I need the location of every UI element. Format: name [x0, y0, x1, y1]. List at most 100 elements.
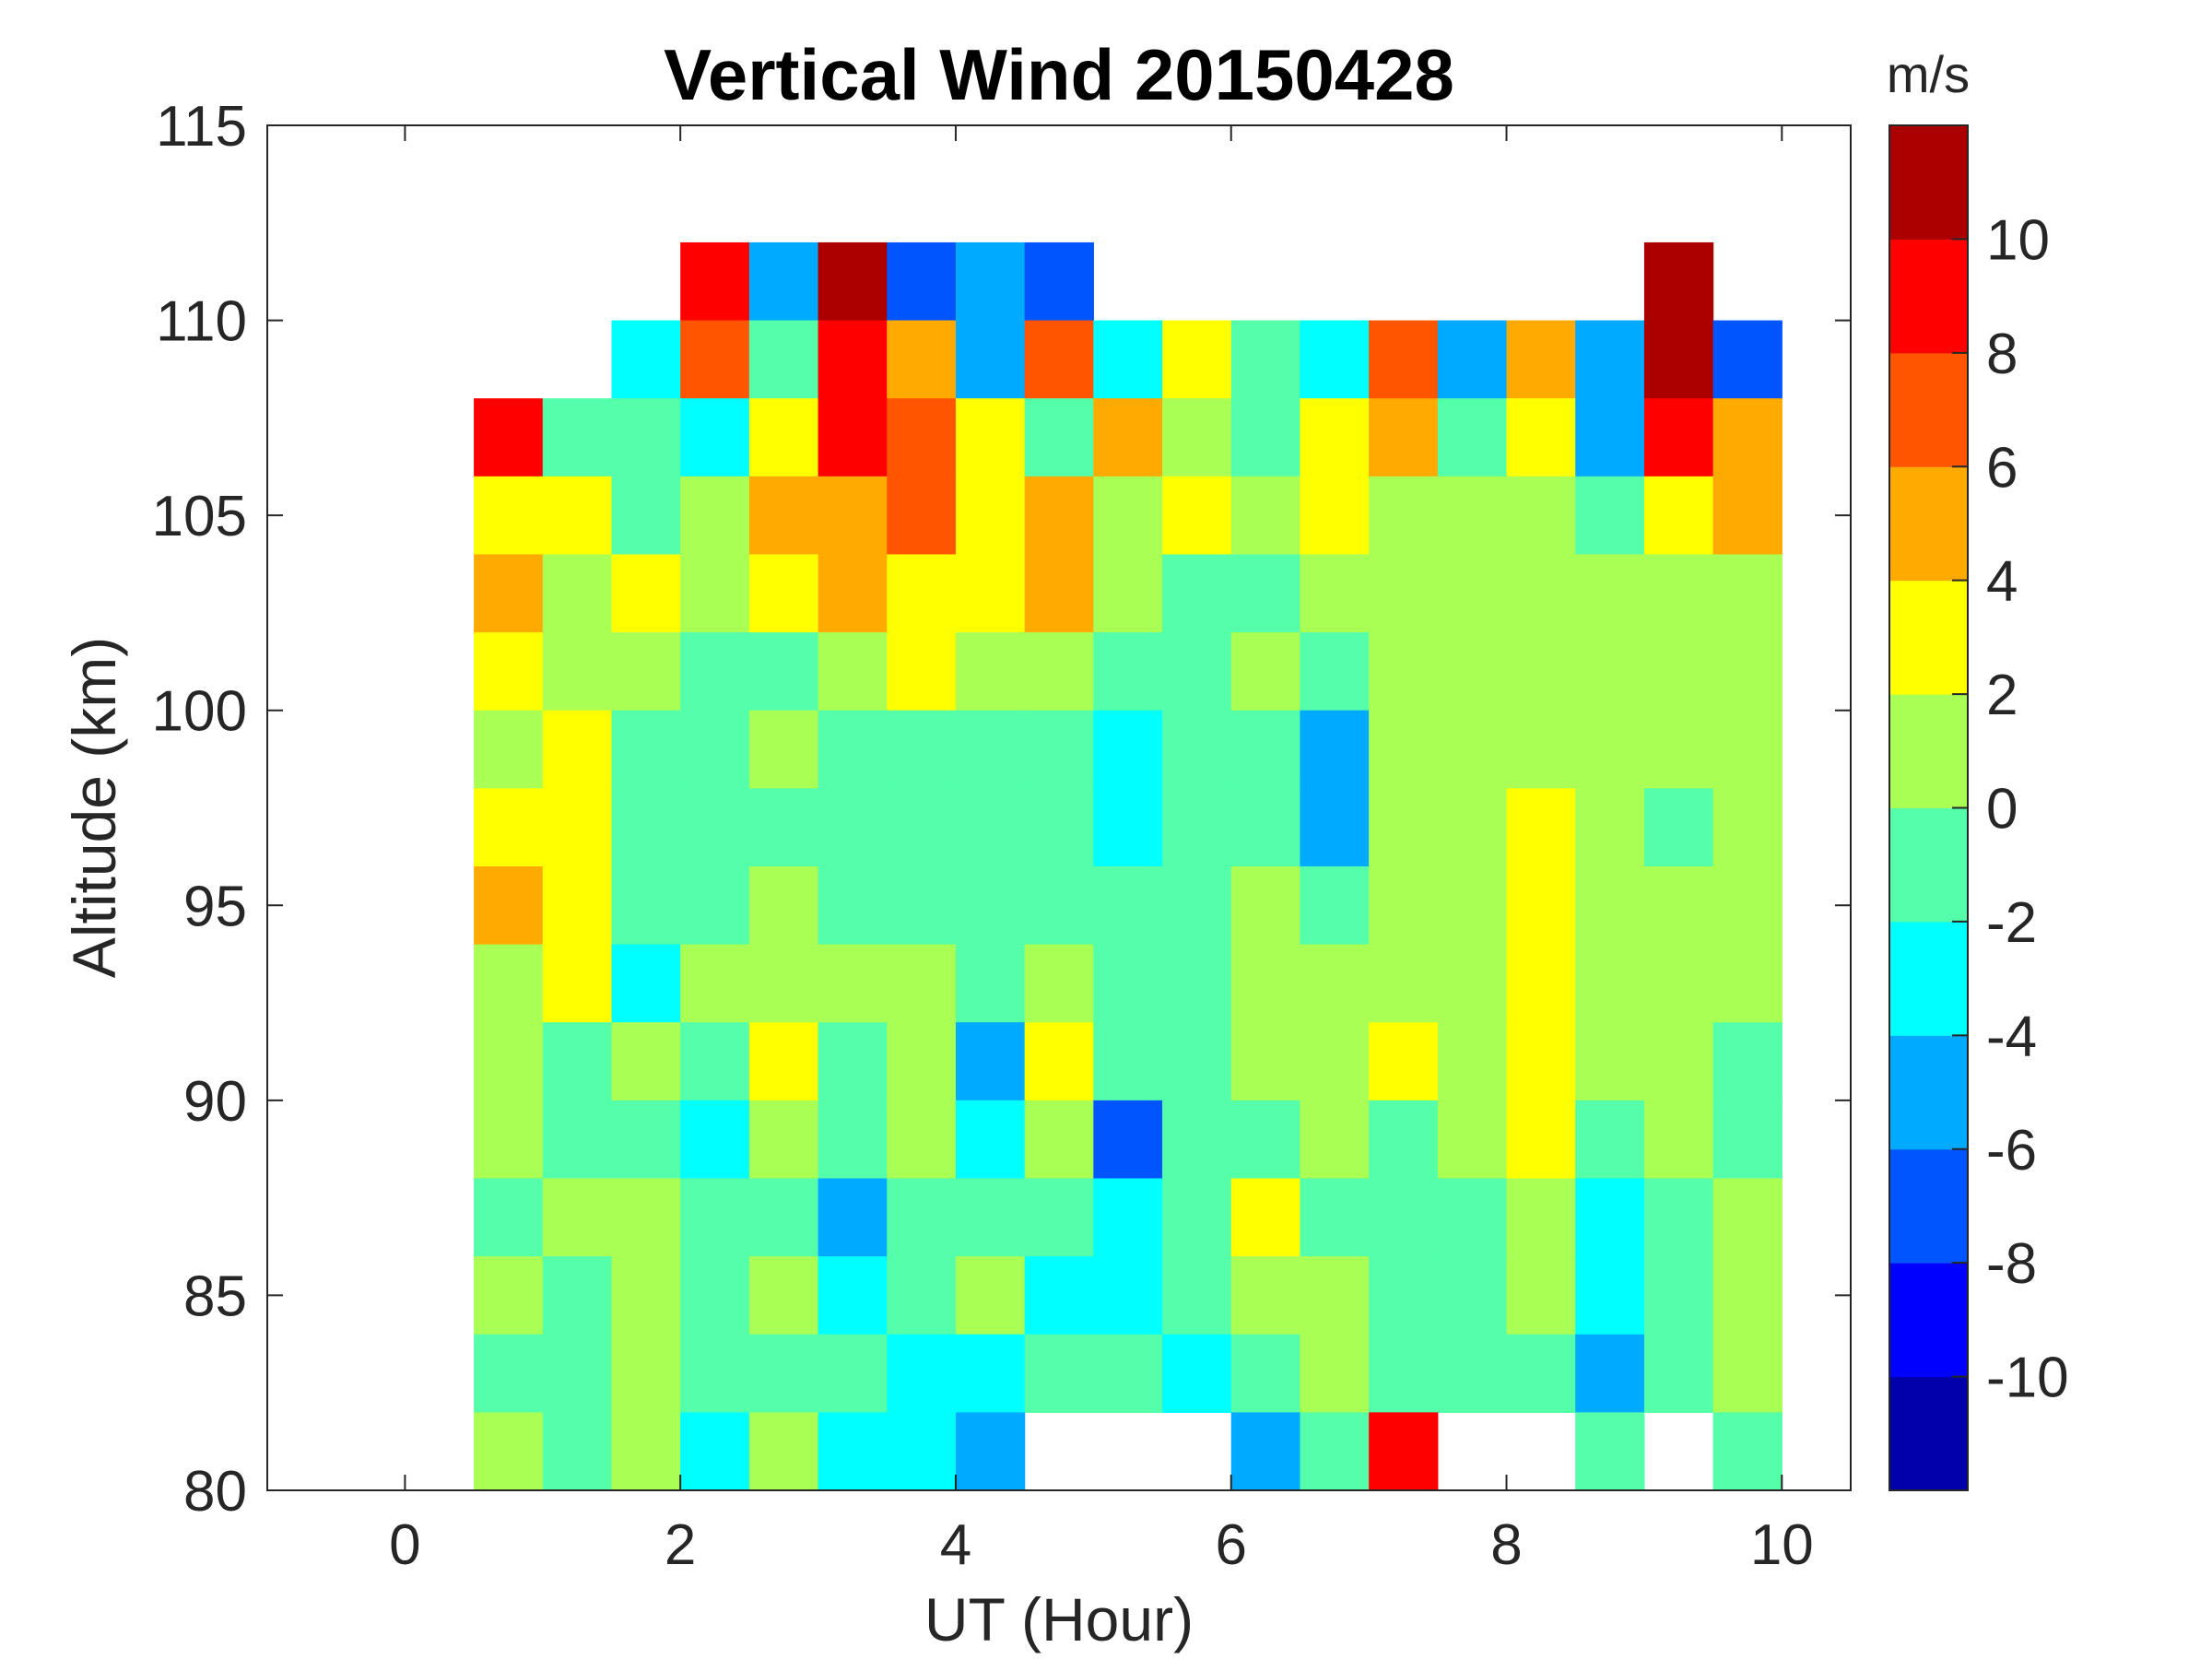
contour-cell [1093, 1256, 1163, 1335]
colorbar-tick-label: 8 [1986, 323, 2018, 386]
contour-cell [1300, 398, 1370, 477]
contour-cell [1575, 398, 1645, 477]
contour-cell [680, 944, 750, 1023]
contour-cell [1024, 398, 1094, 477]
contour-cell [818, 944, 888, 1023]
contour-cell [1506, 320, 1576, 399]
contour-cell [1575, 1100, 1645, 1180]
y-tick-label: 85 [183, 1265, 247, 1328]
contour-cell [1437, 476, 1508, 556]
colorbar-label: m/s [1887, 45, 1970, 103]
contour-cell [1437, 632, 1508, 712]
contour-cell [955, 1412, 1026, 1491]
contour-cell [1712, 320, 1783, 399]
colorbar-tick-label: 4 [1986, 550, 2018, 614]
y-tick-label: 100 [152, 680, 247, 744]
contour-cell [955, 944, 1026, 1023]
contour-cell [1093, 398, 1163, 477]
contour-cell [1093, 1178, 1163, 1257]
contour-cell [1230, 1178, 1301, 1257]
contour-cell [1230, 320, 1301, 399]
contour-cell [474, 476, 544, 556]
contour-cell [1162, 1334, 1232, 1413]
contour-cell [1437, 1022, 1508, 1101]
contour-cell [1506, 865, 1576, 946]
contour-cell [1643, 1178, 1714, 1257]
contour-cell [887, 710, 957, 789]
x-axis-label: UT (Hour) [924, 1585, 1194, 1653]
contour-cell [1506, 710, 1576, 789]
contour-cell [887, 1178, 957, 1257]
contour-cell [1643, 320, 1714, 399]
contour-cell [1162, 554, 1232, 633]
contour-cell [1162, 1100, 1232, 1180]
contour-cell [1230, 476, 1301, 556]
y-tick-label: 115 [156, 95, 247, 159]
contour-cell [818, 1334, 888, 1413]
colorbar-swatch [1889, 239, 1968, 354]
contour-cell [1712, 554, 1783, 633]
contour-cell [474, 944, 544, 1023]
x-tick-label: 4 [940, 1513, 971, 1577]
contour-cell [1712, 1178, 1783, 1257]
contour-cell [1369, 710, 1439, 789]
contour-cell [748, 398, 819, 477]
colorbar-tick-label: 2 [1986, 664, 2018, 727]
contour-cell [818, 554, 888, 633]
contour-cell [1506, 1256, 1576, 1335]
contour-cell [887, 554, 957, 633]
contour-cell [1230, 710, 1301, 789]
contour-cell [955, 1178, 1026, 1257]
contour-cell [611, 788, 681, 867]
contour-cell [680, 1022, 750, 1101]
contour-cell [1643, 1100, 1714, 1180]
contour-cell [818, 320, 888, 399]
contour-cell [887, 632, 957, 712]
contour-cell [887, 1100, 957, 1180]
contour-cell [1230, 1022, 1301, 1101]
contour-cell [1506, 788, 1576, 867]
contour-cell [1162, 710, 1232, 789]
contour-cell [542, 1334, 613, 1413]
contour-cell [818, 476, 888, 556]
contour-cell [748, 1100, 819, 1180]
contour-cell [611, 1022, 681, 1101]
contour-cell [1300, 865, 1370, 946]
contour-cell [1575, 1412, 1645, 1491]
contour-cell [611, 1256, 681, 1335]
contour-cell [887, 1256, 957, 1335]
contour-cell [1162, 1178, 1232, 1257]
contour-cell [542, 788, 613, 867]
contour-cell [680, 1100, 750, 1180]
contour-cell [474, 710, 544, 789]
contour-cell [887, 944, 957, 1023]
contour-cell [542, 944, 613, 1023]
contour-cell [1712, 632, 1783, 712]
contour-cell [1024, 632, 1094, 712]
contour-cell [1093, 944, 1163, 1023]
contour-cell [1575, 476, 1645, 556]
contour-cell [1506, 1100, 1576, 1180]
contour-cell [1575, 320, 1645, 399]
x-tick-label: 6 [1215, 1513, 1246, 1577]
contour-cell [1712, 944, 1783, 1023]
colorbar-tick-label: -6 [1986, 1119, 2037, 1182]
contour-cell [1712, 1256, 1783, 1335]
contour-cell [1575, 554, 1645, 633]
contour-cell [680, 1334, 750, 1413]
x-axis: 0 2 4 6 8 10 [389, 125, 1814, 1577]
contour-cell [748, 1334, 819, 1413]
contour-cell [1093, 710, 1163, 789]
x-tick-label: 0 [389, 1513, 420, 1577]
colorbar-tick-label: -4 [1986, 1005, 2037, 1068]
contour-cell [1093, 632, 1163, 712]
contour-cell [887, 865, 957, 946]
contour-cell [1093, 865, 1163, 946]
contour-cell [1643, 1256, 1714, 1335]
contour-cell [1437, 398, 1508, 477]
contour-cell [1712, 1412, 1783, 1491]
contour-cell [1712, 1334, 1783, 1413]
contour-cell [1437, 1100, 1508, 1180]
contour-cell [1369, 476, 1439, 556]
